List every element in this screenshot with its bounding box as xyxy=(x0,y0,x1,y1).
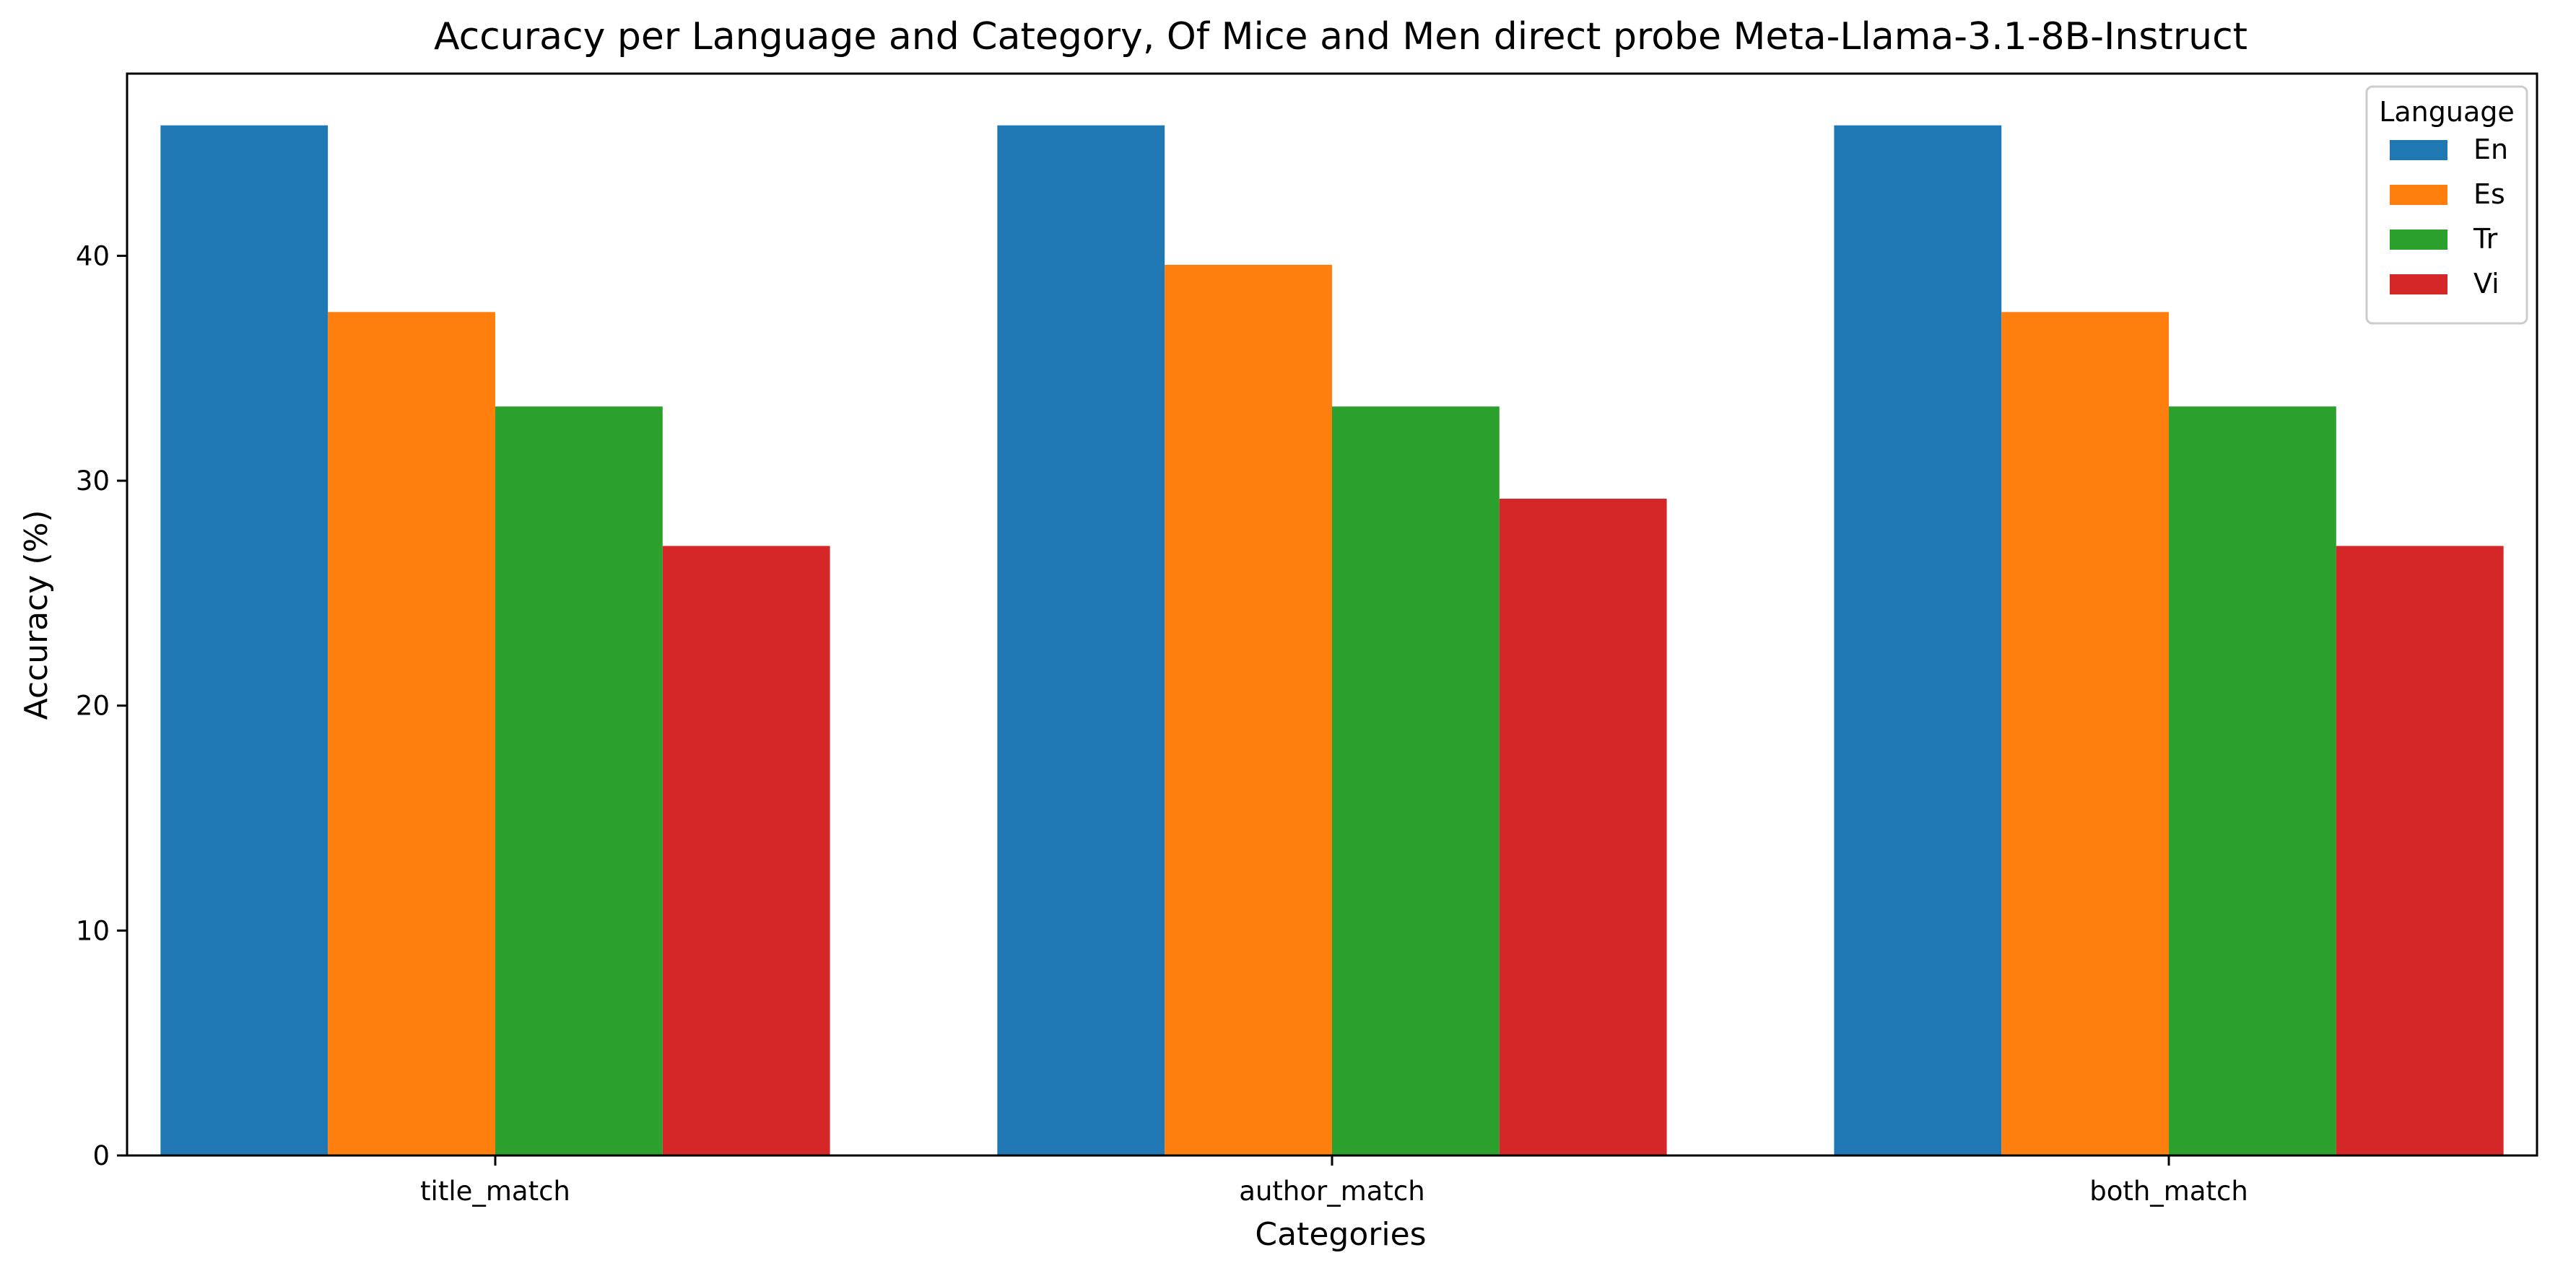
plot-frame xyxy=(126,72,2538,1157)
bar-vi-author-match xyxy=(1499,499,1667,1155)
legend-items: En Es Tr Vi xyxy=(2390,134,2508,300)
legend-swatch-es xyxy=(2390,185,2447,205)
bar-vi-both-match xyxy=(2336,546,2504,1155)
legend-swatch-vi xyxy=(2390,274,2447,294)
legend-title: Language xyxy=(2379,96,2515,128)
bar-es-both-match xyxy=(2001,312,2170,1155)
bars-group xyxy=(160,125,2504,1156)
bar-vi-title-match xyxy=(662,546,830,1155)
y-tick-label: 20 xyxy=(76,691,110,722)
chart-title: Accuracy per Language and Category, Of M… xyxy=(434,15,2248,58)
legend-swatch-en xyxy=(2390,140,2447,160)
bar-en-both-match xyxy=(1834,125,2002,1156)
y-tick-label: 40 xyxy=(76,240,110,271)
legend-swatch-tr xyxy=(2390,230,2447,250)
bar-tr-both-match xyxy=(2169,406,2336,1156)
x-tick-label: author_match xyxy=(1239,1176,1424,1207)
legend-label-en: En xyxy=(2473,134,2508,165)
bar-tr-title-match xyxy=(495,406,663,1156)
bar-tr-author-match xyxy=(1332,406,1500,1156)
bar-en-author-match xyxy=(997,125,1165,1156)
y-tick-label: 10 xyxy=(76,915,110,946)
bar-es-author-match xyxy=(1165,264,1332,1156)
legend-label-vi: Vi xyxy=(2473,268,2499,300)
legend-label-es: Es xyxy=(2473,178,2505,210)
x-axis: title_match author_match both_match xyxy=(420,1155,2248,1207)
x-tick-label: both_match xyxy=(2089,1176,2248,1207)
legend: Language En Es Tr Vi xyxy=(2365,85,2528,325)
y-axis-label: Accuracy (%) xyxy=(18,510,55,720)
y-axis: 0 10 20 30 40 xyxy=(76,240,127,1171)
x-tick-label: title_match xyxy=(420,1176,570,1207)
x-axis-label: Categories xyxy=(1255,1216,1426,1253)
legend-label-tr: Tr xyxy=(2473,223,2498,255)
bar-en-title-match xyxy=(160,125,328,1156)
bar-es-title-match xyxy=(328,312,495,1155)
y-tick-label: 0 xyxy=(92,1140,110,1171)
y-tick-label: 30 xyxy=(76,466,110,497)
